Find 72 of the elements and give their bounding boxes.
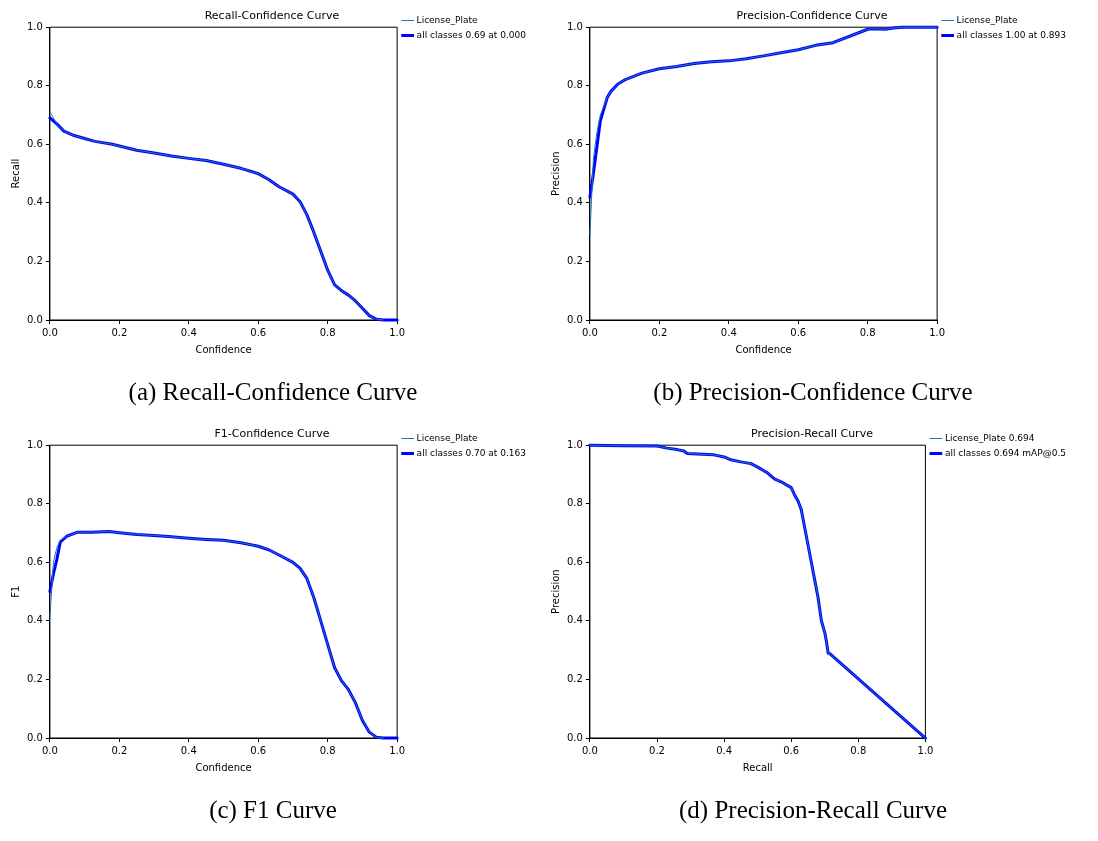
y-tick-label: 0.8 xyxy=(27,497,43,509)
x-tick-label: 0.4 xyxy=(716,744,733,756)
legend-label: License_Plate xyxy=(416,14,479,25)
text: (a) Recall-Confidence Curve xyxy=(127,378,419,406)
x-tick-label: 0.6 xyxy=(783,744,800,756)
y-tick-label: 0.6 xyxy=(567,137,583,149)
legend-label: License_Plate 0.694 xyxy=(944,432,1035,443)
chart-title: F1-Confidence Curve xyxy=(214,427,330,441)
y-axis-title: Recall xyxy=(9,158,21,189)
chart-title: Recall-Confidence Curve xyxy=(204,9,340,23)
x-axis-title: Confidence xyxy=(735,343,792,355)
x-tick-label: 0.0 xyxy=(581,744,598,756)
x-tick-label: 1.0 xyxy=(929,326,946,338)
y-tick-label: 0.2 xyxy=(567,255,583,267)
y-tick-label: 0.8 xyxy=(567,497,583,509)
y-tick-label: 0.6 xyxy=(27,555,43,567)
y-tick-label: 0.8 xyxy=(27,79,43,91)
legend-label: all classes 0.694 mAP@0.5 xyxy=(944,447,1067,458)
legend-label: all classes 0.69 at 0.000 xyxy=(416,29,527,40)
x-tick-label: 1.0 xyxy=(389,326,406,338)
x-tick-label: 0.4 xyxy=(180,744,197,756)
chart-title: Precision-Confidence Curve xyxy=(736,9,888,23)
x-tick-label: 0.6 xyxy=(250,744,267,756)
x-axis-title: Confidence xyxy=(195,343,252,355)
x-tick-label: 0.4 xyxy=(180,326,197,338)
y-tick-label: 1.0 xyxy=(567,438,583,450)
y-tick-label: 0.6 xyxy=(27,137,43,149)
x-tick-label: 0.2 xyxy=(111,744,128,756)
x-tick-label: 0.6 xyxy=(790,326,807,338)
y-tick-label: 0.2 xyxy=(567,673,583,685)
x-tick-label: 0.0 xyxy=(41,744,58,756)
legend-label: License_Plate xyxy=(416,432,479,443)
x-tick-label: 0.8 xyxy=(319,326,336,338)
y-tick-label: 0.8 xyxy=(567,79,583,91)
y-tick-label: 0.0 xyxy=(27,313,43,325)
legend-label: all classes 0.70 at 0.163 xyxy=(416,447,527,458)
y-tick-label: 0.4 xyxy=(27,196,43,208)
y-tick-label: 0.2 xyxy=(27,673,43,685)
y-axis-title: Precision xyxy=(549,151,561,196)
text: (b) Precision-Confidence Curve xyxy=(652,378,974,406)
x-tick-label: 0.0 xyxy=(41,326,58,338)
x-tick-label: 0.8 xyxy=(859,326,876,338)
y-axis-title: Precision xyxy=(549,569,561,614)
x-tick-label: 0.8 xyxy=(319,744,336,756)
text: (d) Precision-Recall Curve xyxy=(678,796,948,824)
y-tick-label: 0.2 xyxy=(27,255,43,267)
y-axis-title: F1 xyxy=(9,585,21,598)
x-tick-label: 0.2 xyxy=(111,326,128,338)
x-axis-title: Confidence xyxy=(195,761,252,773)
y-tick-label: 0.6 xyxy=(567,555,583,567)
x-tick-label: 1.0 xyxy=(389,744,406,756)
y-tick-label: 0.4 xyxy=(27,614,43,626)
y-tick-label: 0.0 xyxy=(567,731,583,743)
text: (c) F1 Curve xyxy=(208,796,338,824)
y-tick-label: 0.0 xyxy=(567,313,583,325)
y-tick-label: 1.0 xyxy=(27,438,43,450)
x-tick-label: 0.6 xyxy=(250,326,267,338)
y-tick-label: 0.4 xyxy=(567,196,583,208)
chart-title: Precision-Recall Curve xyxy=(751,427,874,441)
x-tick-label: 1.0 xyxy=(917,744,934,756)
legend-label: all classes 1.00 at 0.893 xyxy=(956,29,1067,40)
x-tick-label: 0.0 xyxy=(581,326,598,338)
y-tick-label: 0.0 xyxy=(27,731,43,743)
x-tick-label: 0.4 xyxy=(720,326,737,338)
y-tick-label: 1.0 xyxy=(27,20,43,32)
x-axis-title: Recall xyxy=(742,761,773,773)
y-tick-label: 0.4 xyxy=(567,614,583,626)
x-tick-label: 0.2 xyxy=(649,744,665,756)
x-tick-label: 0.8 xyxy=(850,744,867,756)
x-tick-label: 0.2 xyxy=(651,326,668,338)
legend-label: License_Plate xyxy=(956,14,1019,25)
y-tick-label: 1.0 xyxy=(567,20,583,32)
